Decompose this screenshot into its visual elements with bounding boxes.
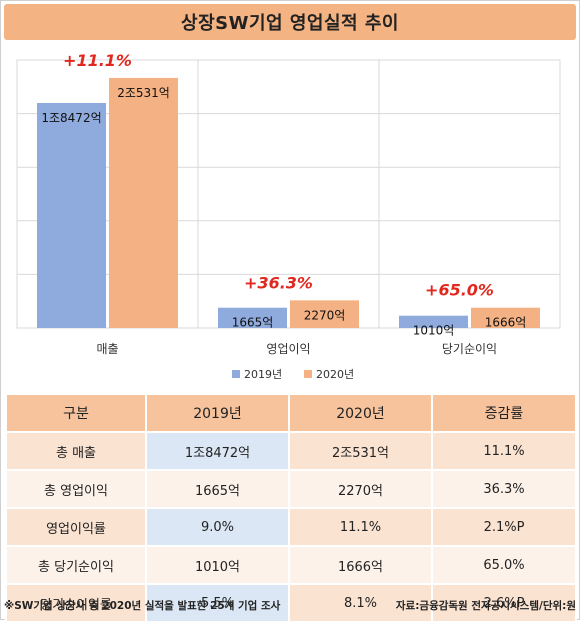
row-label: 당기순이익률	[5, 583, 147, 623]
bar-2019	[399, 315, 468, 328]
table-row: 총 당기순이익 1010억 1666억 65.0%	[5, 545, 577, 585]
plot-area	[16, 59, 561, 329]
data-table: 구분 2019년 2020년 증감률 총 매출 1조8472억 2조531억 1…	[5, 393, 577, 623]
table-row: 당기순이익률 5.5% 8.1% 2.6%P	[5, 583, 577, 623]
legend-label: 2020년	[316, 368, 354, 381]
change-label: +65.0%	[425, 281, 494, 300]
cell-change: 36.3%	[431, 469, 577, 509]
footnote-source: 자료:금융감독원 전자공시시스템/단위:원	[395, 600, 576, 612]
change-label: +36.3%	[244, 273, 313, 292]
legend-label: 2019년	[244, 368, 282, 381]
change-label: +11.1%	[63, 51, 132, 70]
data-label: 1665억	[232, 316, 274, 330]
bar-2020	[290, 300, 359, 328]
cell-2019: 1665억	[145, 469, 290, 509]
row-label: 영업이익률	[5, 507, 147, 547]
bar-2019	[37, 102, 106, 329]
cell-change: 11.1%	[431, 431, 577, 471]
row-label: 총 영업이익	[5, 469, 147, 509]
table-row: 총 매출 1조8472억 2조531억 11.1%	[5, 431, 577, 471]
row-label: 총 당기순이익	[5, 545, 147, 585]
cell-2020: 1666억	[288, 545, 433, 585]
footnote: ※SW기업 상장사 중 2020년 실적을 발표한 25개 기업 조사 자료:금…	[4, 598, 576, 616]
data-label: 1조8472억	[41, 111, 101, 125]
cell-2020: 2270억	[288, 469, 433, 509]
header-change: 증감률	[431, 393, 577, 433]
bar-2019	[218, 307, 287, 328]
data-label: 1010억	[413, 324, 455, 338]
legend-swatch	[232, 370, 240, 378]
table-row: 총 영업이익 1665억 2270억 36.3%	[5, 469, 577, 509]
data-label: 2조531억	[117, 86, 170, 100]
cell-2019: 1010억	[145, 545, 290, 585]
chart-title: 상장SW기업 영업실적 추이	[181, 13, 399, 34]
bar-2020	[109, 77, 178, 328]
cell-2019: 1조8472억	[145, 431, 290, 471]
title-bar: 상장SW기업 영업실적 추이	[4, 4, 576, 40]
cell-2019: 9.0%	[145, 507, 290, 547]
header-2019: 2019년	[145, 393, 290, 433]
bar-2020	[471, 307, 540, 328]
row-label: 총 매출	[5, 431, 147, 471]
chart-area: 1조8472억 2조531억 +11.1% 매출 1665억 2270억 +36.3% 영업이…	[0, 44, 580, 394]
table-row: 영업이익률 9.0% 11.1% 2.1%P	[5, 507, 577, 547]
header-2020: 2020년	[288, 393, 433, 433]
cell-2020: 8.1%	[288, 583, 433, 623]
x-tick-label: 매출	[96, 342, 118, 356]
footnote-survey: ※SW기업 상장사 중 2020년 실적을 발표한 25개 기업 조사	[4, 600, 281, 612]
cell-2020: 11.1%	[288, 507, 433, 547]
data-label: 1666억	[485, 316, 527, 330]
data-label: 2270억	[304, 308, 346, 322]
legend-swatch	[304, 370, 312, 378]
x-tick-label: 영업이익	[266, 342, 310, 356]
header-category: 구분	[5, 393, 147, 433]
x-tick-label: 당기순이익	[442, 342, 497, 356]
table-header-row: 구분 2019년 2020년 증감률	[5, 393, 577, 433]
cell-change: 2.1%P	[431, 507, 577, 547]
bar-chart: 1조8472억 2조531억 +11.1% 매출 1665억 2270억 +36.3% 영업이…	[16, 51, 561, 381]
cell-2020: 2조531억	[288, 431, 433, 471]
cell-change: 65.0%	[431, 545, 577, 585]
